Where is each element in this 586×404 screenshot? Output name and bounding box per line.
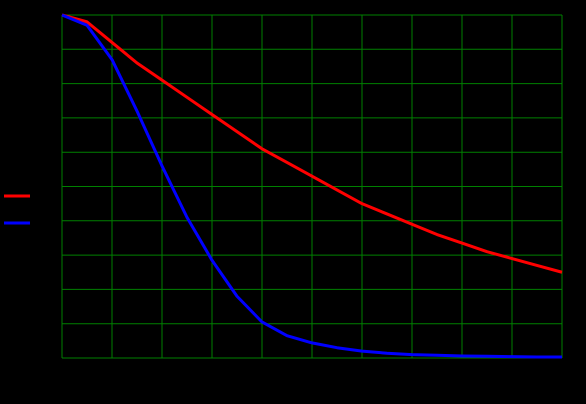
x-tick-label: 0 <box>59 366 65 378</box>
y-tick-label: 0.7 <box>41 112 56 124</box>
y-tick-label: 0.1 <box>41 318 56 330</box>
y-tick-label: 0.4 <box>41 215 56 227</box>
y-tick-label: 0 <box>50 352 56 364</box>
y-tick-label: 0.6 <box>41 146 56 158</box>
x-tick-label: 7 <box>409 366 415 378</box>
line <box>61 13 563 274</box>
x-tick-label: 4 <box>259 366 265 378</box>
line <box>61 13 562 359</box>
x-tick-label: 1 <box>109 366 115 378</box>
x-tick-label: 5 <box>309 366 315 378</box>
x-tick-label: 8 <box>459 366 465 378</box>
x-tick-label: 2 <box>159 366 165 378</box>
x-tick-label: 3 <box>209 366 215 378</box>
x-tick-label: 9 <box>509 366 515 378</box>
y-tick-label: 0.3 <box>41 249 56 261</box>
y-tick-label: 1 <box>50 9 56 21</box>
y-tick-label: 0.8 <box>41 78 56 90</box>
y-tick-label: 0.5 <box>41 180 56 192</box>
x-tick-label: 6 <box>359 366 365 378</box>
y-tick-label: 0.2 <box>41 283 56 295</box>
x-tick-label: 10 <box>556 366 568 378</box>
y-tick-label: 0.9 <box>41 43 56 55</box>
